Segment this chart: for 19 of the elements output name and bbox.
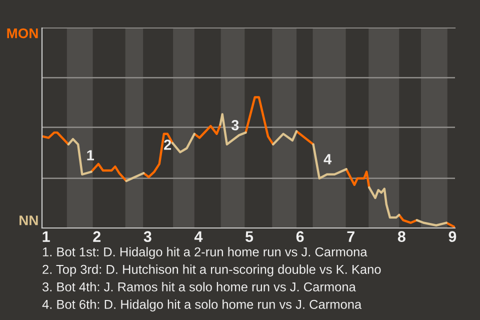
x-tick-label: 7 [347,231,354,242]
x-tick-label: 4 [194,231,203,242]
x-tick-label: 2 [93,231,100,242]
text: 2. Top 3rd: D. Hutchison hit a run-scoring double vs K. Kano [42,264,381,276]
x-tick-label: 3 [144,231,152,242]
x-tick-label: 6 [296,231,304,242]
x-tick-label: 1 [42,231,50,242]
text: 1. Bot 1st: D. Hidalgo hit a 2-run home run vs J. Carmona [42,247,368,259]
x-tick-label: 5 [245,231,254,242]
text: MON [7,28,38,38]
text: 4. Bot 6th: D. Hidalgo hit a solo home run vs J. Carmona [42,300,362,312]
annotation: 3 [231,120,239,130]
x-tick-label: 9 [448,231,456,242]
text: NN [20,216,38,226]
x-tick-label: 8 [398,231,406,242]
annotation: 2 [164,140,172,150]
text: 3. Bot 4th: J. Ramos hit a solo home run vs J. Carmona [42,282,356,292]
annotation: 4 [324,154,332,164]
annotation: 1 [87,150,94,160]
